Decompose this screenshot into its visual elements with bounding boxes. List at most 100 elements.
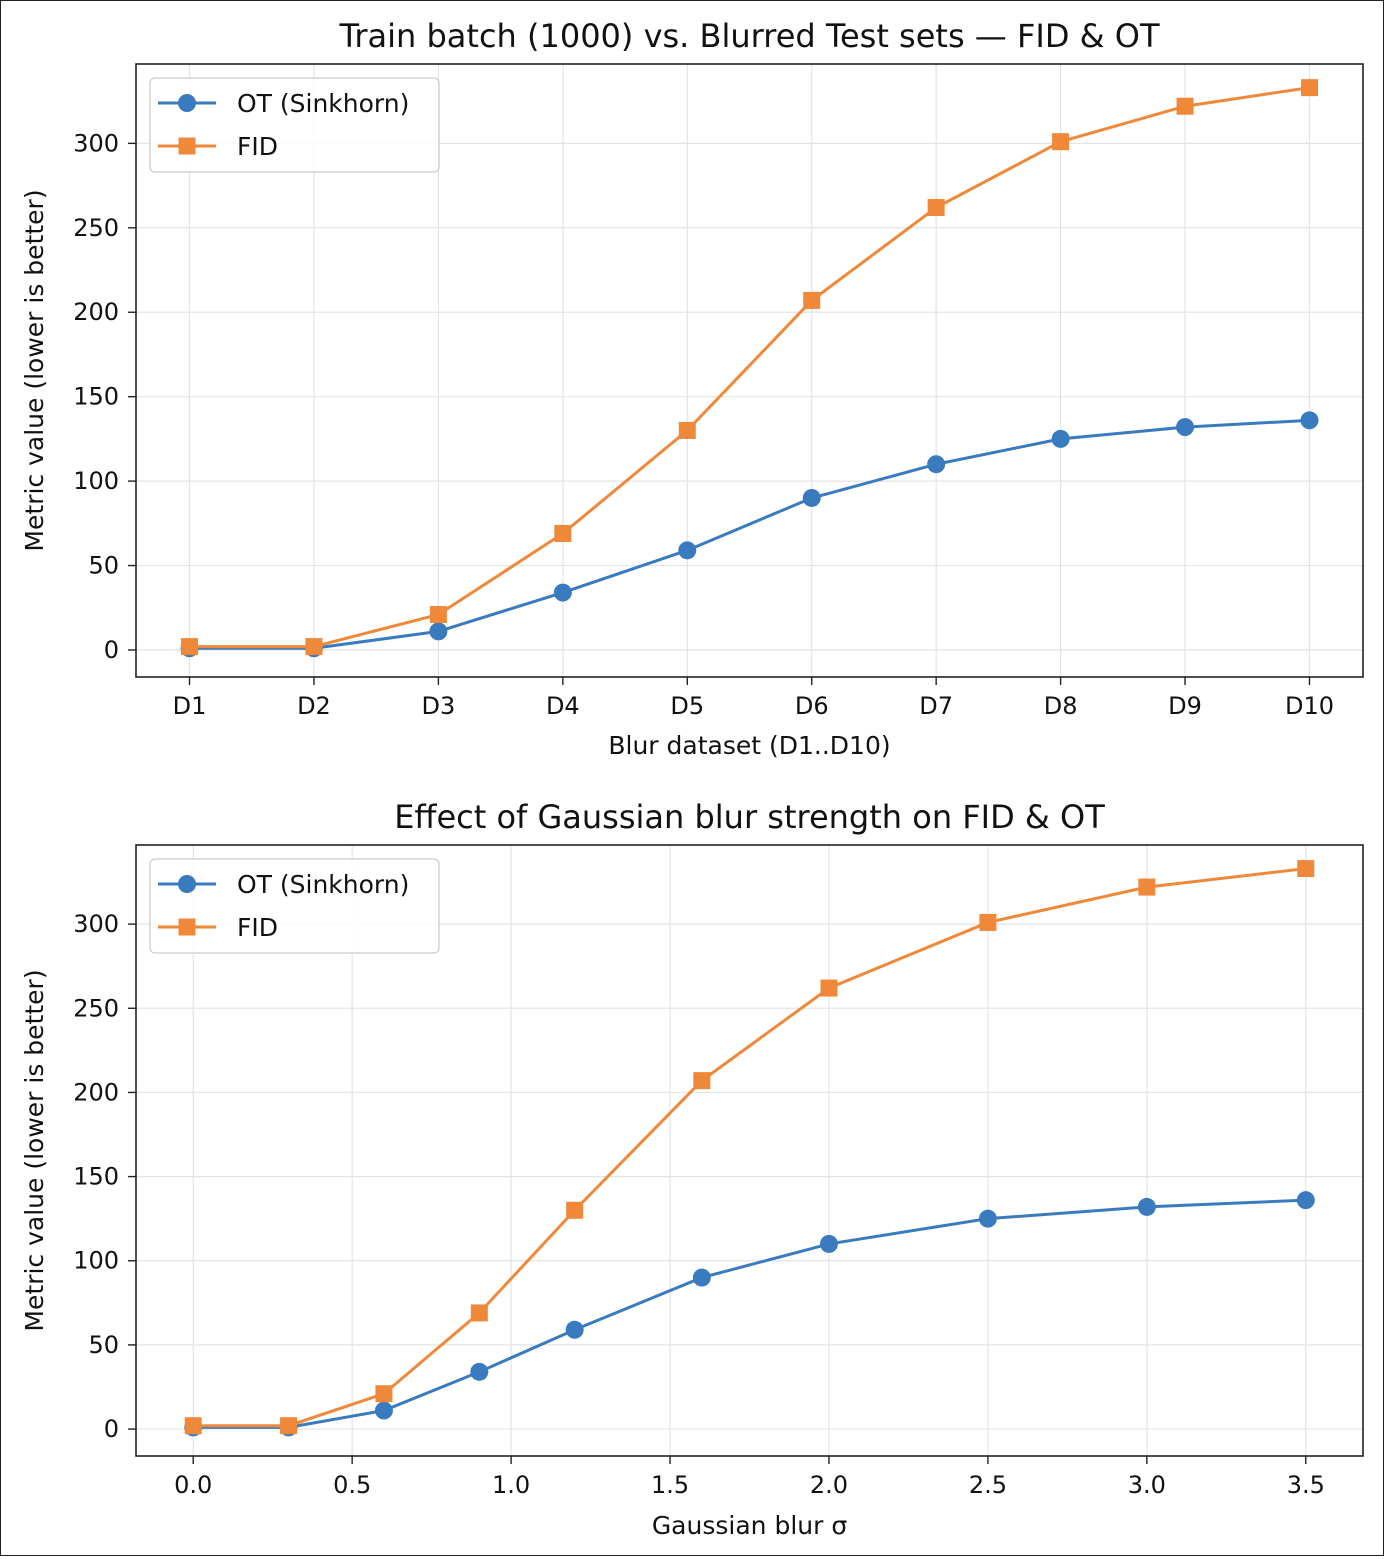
data-point	[553, 583, 572, 602]
series-fid	[181, 79, 1318, 656]
y-tick-label: 200	[73, 1078, 119, 1106]
x-axis-label: Gaussian blur σ	[652, 1511, 848, 1540]
x-tick-label: D3	[422, 692, 456, 720]
legend-label: OT (Sinkhorn)	[237, 89, 409, 118]
data-point	[566, 1201, 584, 1219]
y-tick-label: 0	[104, 636, 119, 664]
x-tick-label: D2	[297, 692, 331, 720]
y-tick-label: 300	[73, 129, 119, 157]
data-point	[1052, 133, 1070, 151]
legend-box	[149, 77, 440, 173]
x-tick-label: D9	[1168, 692, 1202, 720]
series-line	[193, 1198, 1306, 1429]
data-point	[470, 1362, 489, 1381]
data-point	[927, 455, 946, 474]
chart-title: Train batch (1000) vs. Blurred Test sets…	[339, 17, 1160, 55]
legend-box	[149, 858, 440, 954]
data-point	[181, 638, 199, 656]
legend-marker	[178, 875, 196, 893]
data-point	[692, 1268, 711, 1287]
x-tick-label: 2.5	[969, 1471, 1007, 1499]
series-line	[193, 867, 1306, 1428]
x-tick-label: D7	[919, 692, 953, 720]
series-line	[189, 418, 1310, 650]
legend: OT (Sinkhorn) FID	[149, 858, 440, 954]
data-point	[678, 541, 697, 560]
data-point	[1138, 878, 1156, 896]
x-tick-label: 3.5	[1287, 1471, 1325, 1499]
y-tick-label: 100	[73, 1247, 119, 1275]
x-tick-label: D5	[670, 692, 704, 720]
data-point	[820, 979, 838, 997]
y-tick-label: 50	[88, 1331, 119, 1359]
data-point	[554, 524, 572, 542]
legend-marker	[178, 918, 196, 936]
data-point	[374, 1401, 393, 1420]
data-point	[429, 622, 448, 641]
data-point	[280, 1417, 298, 1435]
data-point	[1176, 97, 1194, 115]
x-tick-label: 3.0	[1128, 1471, 1166, 1499]
data-point	[693, 1072, 711, 1090]
y-axis-label: Metric value (lower is better)	[20, 969, 49, 1331]
series-ot-sinkhorn	[184, 1191, 1315, 1437]
x-tick-label: D1	[173, 692, 207, 720]
data-point	[1297, 860, 1315, 878]
data-point	[819, 1234, 838, 1253]
data-point	[184, 1417, 202, 1435]
data-point	[1176, 418, 1195, 437]
data-point	[565, 1320, 584, 1339]
legend-label: OT (Sinkhorn)	[237, 870, 409, 899]
chart-title: Effect of Gaussian blur strength on FID …	[394, 798, 1105, 836]
plot-area-border	[135, 844, 1364, 1457]
x-tick-label: D6	[795, 692, 829, 720]
data-point	[305, 638, 323, 656]
data-point	[803, 291, 821, 309]
data-point	[927, 199, 945, 217]
data-point	[979, 913, 997, 931]
y-tick-label: 150	[73, 383, 119, 411]
x-axis-label: Blur dataset (D1..D10)	[608, 731, 890, 760]
data-point	[678, 421, 696, 439]
grid	[136, 845, 1363, 1456]
legend-marker	[178, 137, 196, 155]
legend: OT (Sinkhorn) FID	[149, 77, 440, 173]
y-tick-label: 250	[73, 994, 119, 1022]
x-tick-label: 1.0	[492, 1471, 530, 1499]
x-tick-label: 0.0	[174, 1471, 212, 1499]
data-point	[1051, 429, 1070, 448]
y-tick-label: 50	[88, 552, 119, 580]
y-axis-label: Metric value (lower is better)	[20, 189, 49, 551]
x-tick-label: D10	[1285, 692, 1334, 720]
data-point	[1300, 79, 1318, 97]
y-tick-label: 0	[104, 1415, 119, 1443]
y-tick-label: 150	[73, 1163, 119, 1191]
series-line	[189, 86, 1310, 649]
legend-marker	[178, 94, 196, 112]
x-tick-label: 2.0	[810, 1471, 848, 1499]
data-point	[375, 1385, 393, 1403]
x-tick-label: D4	[546, 692, 580, 720]
data-point	[978, 1209, 997, 1228]
data-point	[470, 1304, 488, 1322]
series-fid	[184, 860, 1315, 1435]
x-tick-label: 1.5	[651, 1471, 689, 1499]
legend-label: FID	[237, 132, 278, 161]
y-tick-label: 300	[73, 910, 119, 938]
series-ot-sinkhorn	[180, 411, 1319, 658]
data-point	[1296, 1191, 1315, 1210]
y-tick-label: 200	[73, 298, 119, 326]
chart-1: D1 D2 D3 D4 D5 D6 D7 D8 D9 D10 0 50 100 150 200 250 300 T…	[20, 17, 1364, 760]
data-point	[1137, 1197, 1156, 1216]
grid	[136, 64, 1363, 677]
data-point	[1300, 411, 1319, 430]
y-tick-label: 100	[73, 467, 119, 495]
data-point	[429, 606, 447, 624]
y-tick-label: 250	[73, 214, 119, 242]
x-tick-label: D8	[1044, 692, 1078, 720]
chart-2: 0.0 0.5 1.0 1.5 2.0 2.5 3.0 3.5 0 50 100 150 200 250 3…	[20, 798, 1364, 1540]
plot-area-border	[135, 63, 1364, 678]
x-tick-label: 0.5	[333, 1471, 371, 1499]
legend-label: FID	[237, 913, 278, 942]
